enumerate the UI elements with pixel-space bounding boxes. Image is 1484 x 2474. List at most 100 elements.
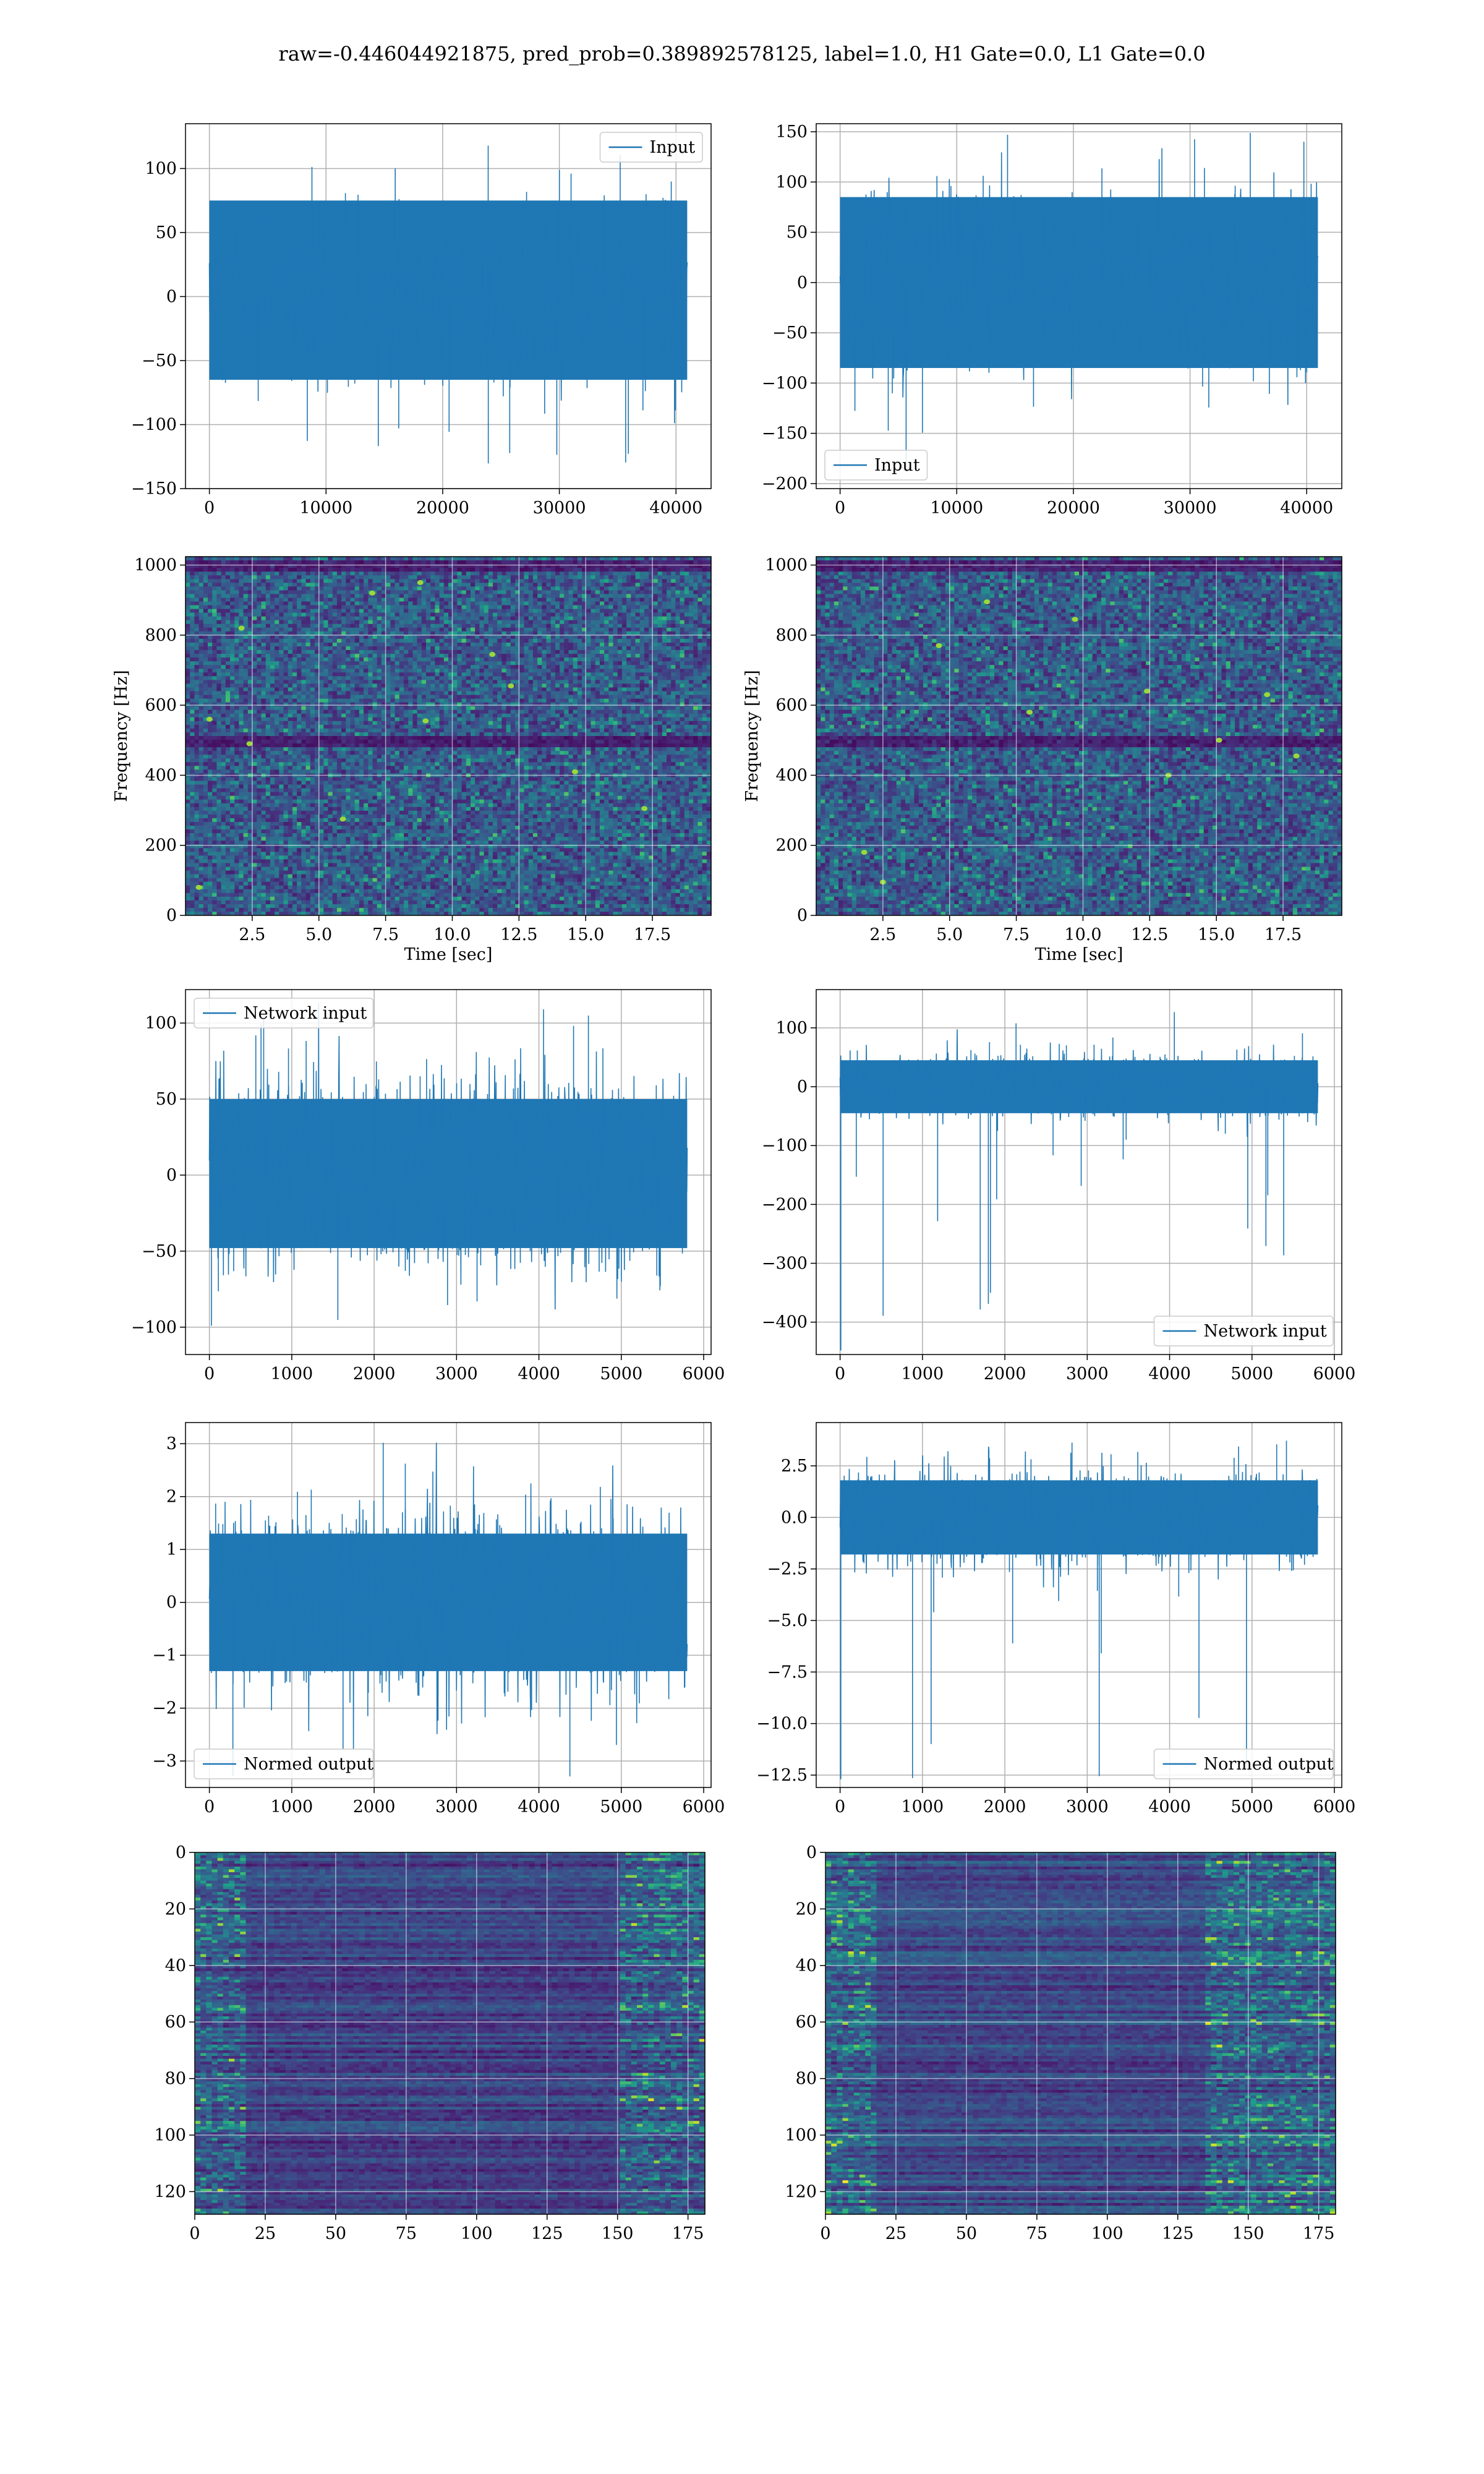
y-tick-label: −1 [152, 1646, 177, 1665]
y-tick-label: −7.5 [767, 1663, 808, 1682]
x-tick-label: 25 [255, 2224, 276, 2243]
x-tick-label: 6000 [683, 1364, 725, 1384]
legend-box [1153, 1748, 1334, 1779]
y-axis-label: Frequency [Hz] [112, 670, 131, 802]
legend-box [824, 450, 928, 481]
y-tick-label: −150 [131, 479, 177, 499]
y-tick-label: 400 [145, 766, 177, 785]
x-tick-label: 75 [1026, 2224, 1047, 2243]
x-tick-label: 10.0 [1064, 925, 1101, 944]
y-tick-label: −5.0 [767, 1611, 808, 1630]
x-tick-label: 3000 [1066, 1797, 1109, 1817]
legend-label: Normed output [1204, 1755, 1334, 1774]
spectrogram-image [186, 557, 712, 916]
y-tick-label: 150 [775, 122, 808, 142]
plot-frame [185, 123, 712, 489]
y-tick-label: 80 [796, 2070, 817, 2089]
x-tick-label: 30000 [533, 499, 586, 518]
spectrogram-bright-spot [417, 580, 424, 585]
x-tick-label: 30000 [1164, 499, 1217, 518]
series-path [208, 201, 688, 401]
y-tick-label: −50 [142, 1242, 177, 1261]
series-line [839, 132, 1319, 471]
x-tick-label: 10000 [299, 499, 352, 518]
y-tick-label: 0 [166, 1166, 177, 1185]
x-tick-label: 20000 [1047, 499, 1100, 518]
y-tick-label: −100 [131, 415, 177, 434]
h1-network-input-chart: 0 1000 2000 3000 4000 5000 6000 −100 −50 0 50 100 Ne… [131, 989, 725, 1384]
y-tick-label: 50 [787, 223, 808, 242]
y-axis-label: Frequency [Hz] [743, 670, 762, 802]
x-tick-label: 150 [1232, 2224, 1264, 2243]
spectrogram-bright-spot [861, 850, 868, 855]
series-path [839, 1446, 1319, 1588]
y-tick-label: −100 [762, 374, 808, 393]
x-tick-label: 0 [835, 499, 845, 518]
y-tick-label: 0 [166, 1593, 177, 1612]
x-tick-label: 2.5 [239, 925, 265, 944]
y-tick-label: −200 [762, 1195, 808, 1214]
x-tick-label: 5000 [600, 1364, 642, 1384]
x-tick-label: 1000 [271, 1364, 313, 1384]
x-tick-label: 0 [835, 1797, 845, 1817]
spectrogram-bright-spot [489, 652, 496, 657]
x-tick-label: 125 [1162, 2224, 1194, 2243]
y-tick-label: 600 [775, 696, 808, 715]
spectrogram-bright-spot [1144, 688, 1151, 694]
x-tick-label: 175 [1303, 2224, 1335, 2243]
spectrogram-bright-spot [984, 599, 991, 605]
x-tick-label: 175 [672, 2224, 704, 2243]
series-line [839, 1440, 1319, 1779]
legend-label: Normed output [244, 1755, 373, 1774]
legend: Normed output [1153, 1748, 1334, 1779]
y-tick-label: −300 [762, 1254, 808, 1273]
series-path [839, 152, 1319, 405]
x-tick-label: 1000 [902, 1797, 944, 1817]
x-tick-label: 3000 [1066, 1364, 1109, 1384]
x-tick-label: 0 [204, 1797, 215, 1817]
legend-label: Input [874, 456, 920, 475]
x-tick-label: 4000 [1148, 1797, 1191, 1817]
series-path [208, 1442, 688, 1750]
y-tick-label: −10.0 [756, 1714, 808, 1734]
y-tick-label: 100 [145, 159, 177, 178]
y-tick-label: −2 [152, 1699, 177, 1718]
x-tick-label: 5.0 [305, 925, 332, 944]
x-tick-label: 6000 [1313, 1364, 1356, 1384]
y-tick-label: 2 [166, 1487, 177, 1507]
series-line [208, 145, 688, 464]
x-tick-label: 100 [1091, 2224, 1124, 2243]
l1-network-input-chart: 0 1000 2000 3000 4000 5000 6000−400−300−200−10… [762, 989, 1355, 1384]
y-tick-label: 1 [166, 1540, 177, 1559]
x-tick-label: 0 [189, 2224, 200, 2243]
x-tick-label: 10.0 [433, 925, 471, 944]
y-tick-label: 400 [775, 766, 808, 785]
x-tick-label: 20000 [416, 499, 469, 518]
plot-frame [816, 989, 1342, 1355]
feature-map-image [825, 1852, 1336, 2215]
spectrogram-bright-spot [206, 716, 213, 722]
l1-feature-map-chart: 0 25 50 75 100 125 150 175 0 20 40 60 80 100 120 [785, 1843, 1336, 2243]
x-tick-label: 40000 [1280, 499, 1333, 518]
legend: Network input [1153, 1316, 1334, 1346]
x-axis-label: Time [sec] [1035, 945, 1124, 964]
y-tick-label: 800 [145, 626, 177, 645]
plot-frame [194, 1852, 706, 2215]
x-tick-label: 10000 [930, 499, 983, 518]
x-tick-label: 150 [602, 2224, 634, 2243]
h1-spectrogram-chart: 2.5 5.0 7.5 10.0 12.5 15.0 17.5 0 200 400 600 800 10… [112, 556, 712, 964]
y-tick-label: 1000 [134, 556, 177, 575]
x-tick-label: 17.5 [1264, 925, 1302, 944]
x-tick-label: 5000 [1230, 1797, 1273, 1817]
plot-frame [825, 1852, 1336, 2215]
spectrogram-bright-spot [339, 816, 346, 822]
x-tick-label: 2.5 [869, 925, 896, 944]
x-tick-label: 17.5 [634, 925, 671, 944]
y-tick-label: 600 [145, 696, 177, 715]
y-tick-label: −100 [131, 1318, 177, 1337]
legend-label: Network input [244, 1004, 367, 1023]
y-tick-label: −50 [142, 351, 177, 370]
y-tick-label: 2.5 [781, 1457, 808, 1476]
spectrogram-image [816, 557, 1342, 916]
spectrogram-bright-spot [238, 625, 245, 631]
